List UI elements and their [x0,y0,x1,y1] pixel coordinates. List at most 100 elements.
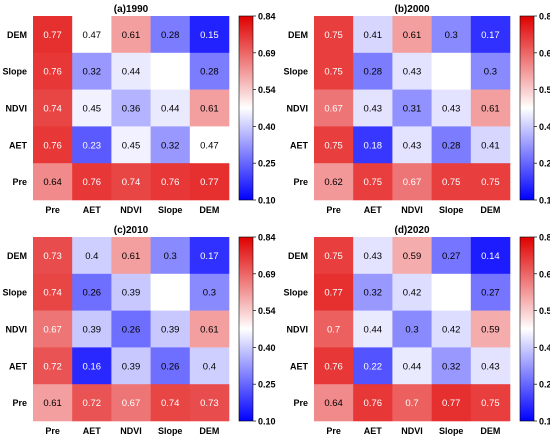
heatmap-cell [353,384,393,422]
heatmap-cell [392,163,432,201]
cell-value-label: 0.28 [161,30,180,41]
x-axis-label: Pre [45,205,60,215]
x-axis-label: DEM [199,426,219,436]
cell-value-label: 0.42 [442,325,461,336]
colorbar-tick-label: 0.10 [539,196,550,206]
heatmap-cell [314,126,354,164]
heatmap-cell [314,163,354,201]
colorbar-tick-label: 0.84 [258,233,276,243]
cell-value-label: 0.59 [481,325,500,336]
heatmap-cell [353,163,393,201]
cell-value-label: 0.76 [83,177,102,188]
cell-value-label: 0.28 [364,67,383,78]
heatmap-cell [314,52,354,90]
cell-value-label: 0.64 [43,177,62,188]
heatmap-cell [353,89,393,127]
cell-value-label: 0.47 [83,30,102,41]
x-axis-label: Pre [45,426,60,436]
cell-value-label: 0.72 [83,398,102,409]
cell-value-label: 0.41 [481,140,500,151]
heatmap-cell [150,384,191,422]
cell-value-label: 0.7 [405,398,418,409]
cell-value-label: 0.75 [324,30,343,41]
cell-value-label: 0.14 [481,251,500,262]
cell-value-label: 0.4 [85,251,98,262]
heatmap-cell [392,384,432,422]
heatmap-cell [72,89,112,127]
cell-value-label: 0.31 [403,104,422,115]
heatmap-panel-1: (a)1990 0.77 0.47 0.61 0.28 0.15 0.76 0.32 0.44 0… [2,4,275,215]
cell-value-label: 0.43 [364,251,383,262]
heatmap-cell [33,126,73,164]
heatmap-cell [150,237,191,275]
y-axis-label: Pre [12,177,27,187]
cell-value-label: 0.76 [324,361,343,372]
panel-title: (b)2000 [394,4,429,15]
heatmap-cell [314,16,354,54]
cell-value-label: 0.61 [200,104,219,115]
cell-value-label: 0.28 [442,140,461,151]
y-axis-label: DEM [288,251,308,261]
cell-value-label: 0.74 [161,398,180,409]
x-axis-label: NDVI [120,205,142,215]
cell-value-label: 0.39 [122,288,141,299]
colorbar-tick-label: 0.40 [539,343,550,353]
cell-value-label: 0.43 [403,140,422,151]
cell-value-label: 0.27 [481,288,500,299]
cell-value-label: 0.26 [122,325,141,336]
cell-value-label: 0.62 [324,177,343,188]
cell-value-label: 0.3 [164,251,177,262]
panel-title: (a)1990 [114,4,149,15]
y-axis-label: Pre [293,398,308,408]
cell-value-label: 0.67 [43,325,62,336]
heatmap-cell [189,310,230,348]
colorbar-tick-label: 0.84 [539,12,550,22]
heatmap-cell [111,384,151,422]
heatmap-cell [353,273,393,311]
cell-value-label: 0.74 [122,177,141,188]
heatmap-cell [431,89,472,127]
y-axis-label: NDVI [5,104,27,114]
colorbar-tick-label: 0.10 [539,417,550,427]
cell-value-label: 0.76 [364,398,383,409]
cell-value-label: 0.27 [442,251,461,262]
cell-value-label: 0.47 [200,140,219,151]
y-axis-label: DEM [7,251,27,261]
heatmap-cell [431,16,472,54]
heatmap-cell [72,384,112,422]
colorbar-tick-label: 0.84 [539,233,550,243]
cell-value-label: 0.42 [403,288,422,299]
cell-value-label: 0.64 [324,398,343,409]
heatmap-cell [111,52,151,90]
heatmap-cell [392,52,432,90]
cell-value-label: 0.23 [83,140,102,151]
heatmap-cell [189,347,230,385]
colorbar-tick-label: 0.69 [258,48,276,58]
cell-value-label: 0.43 [442,104,461,115]
x-axis-label: NDVI [401,205,423,215]
heatmap-cell [72,126,112,164]
cell-value-label: 0.36 [122,104,141,115]
heatmap-cell [353,310,393,348]
heatmap-cell [392,273,432,311]
heatmap-cell [189,163,230,201]
heatmap-cell [353,52,393,90]
cell-value-label: 0.77 [200,177,219,188]
heatmap-cell [353,16,393,54]
cell-value-label: 0.77 [324,288,343,299]
x-axis-label: DEM [480,205,500,215]
cell-value-label: 0.41 [364,30,383,41]
cell-value-label: 0.67 [403,177,422,188]
heatmap-cell [470,273,511,311]
cell-value-label: 0.44 [403,361,422,372]
cell-value-label: 0.75 [324,140,343,151]
heatmap-cell [392,347,432,385]
colorbar-tick-label: 0.25 [258,159,276,169]
heatmap-cell [72,310,112,348]
heatmap-cell [150,126,191,164]
heatmap-cell [353,237,393,275]
heatmap-cell [189,52,230,90]
cell-value-label: 0.73 [43,251,62,262]
heatmap-cell [392,237,432,275]
